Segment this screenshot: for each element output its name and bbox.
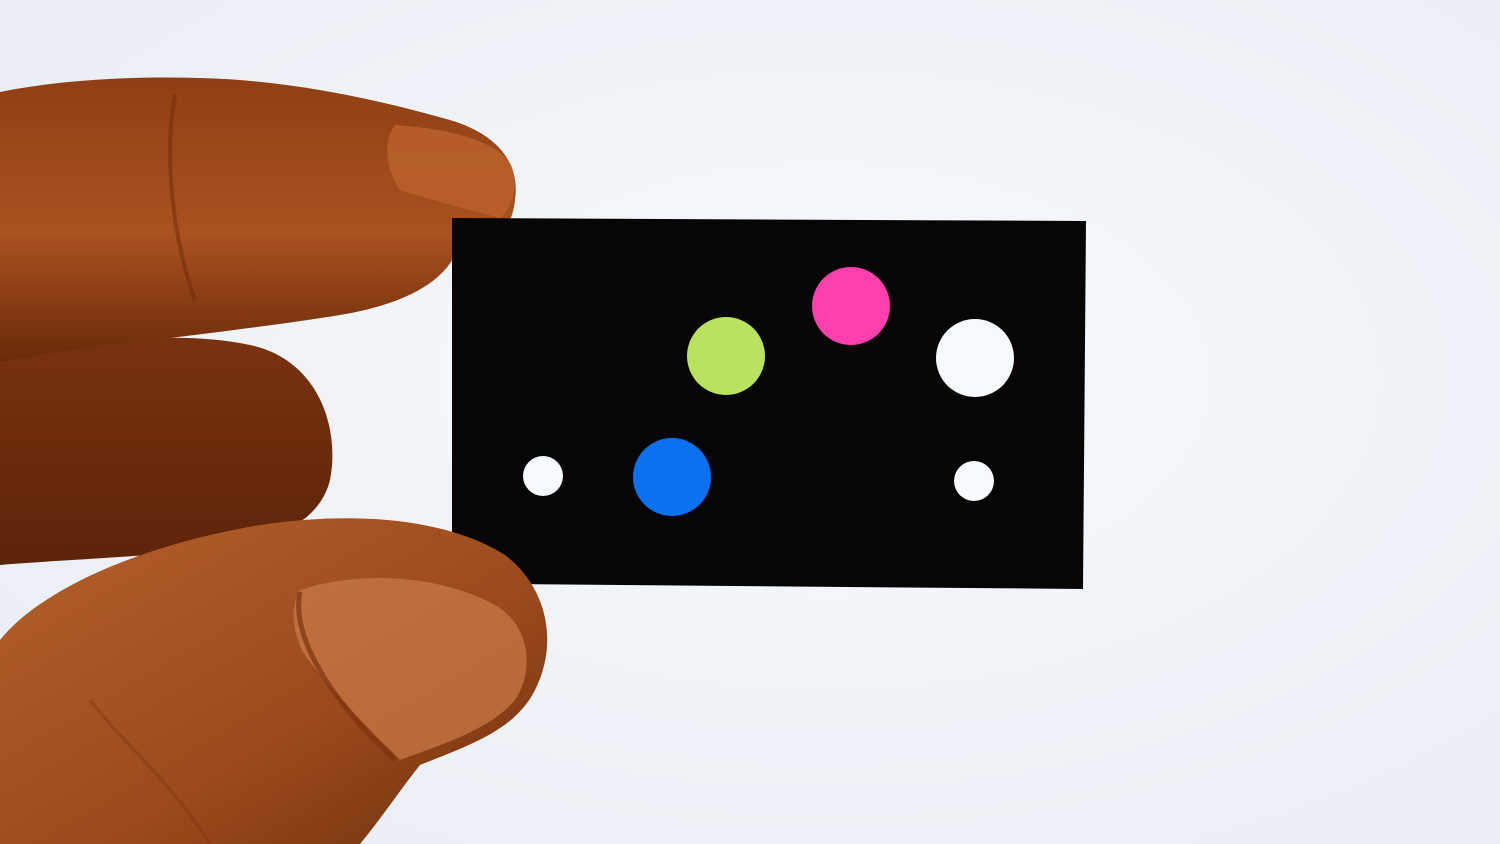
index-finger: [0, 77, 516, 362]
pink-hole: [812, 267, 890, 345]
middle-finger: [0, 337, 333, 565]
thumb-crease: [88, 699, 212, 844]
small-clear-hole-left: [523, 456, 563, 496]
index-fingernail: [387, 125, 515, 218]
black-card: [452, 218, 1086, 589]
small-clear-hole-right: [954, 461, 994, 501]
thumbnail: [293, 578, 527, 760]
large-clear-hole: [936, 319, 1014, 397]
green-hole: [687, 317, 765, 395]
card-holes: [523, 267, 1014, 516]
blue-hole: [633, 438, 711, 516]
index-knuckle-crease: [168, 94, 197, 301]
thumbnail-edge: [296, 591, 397, 762]
